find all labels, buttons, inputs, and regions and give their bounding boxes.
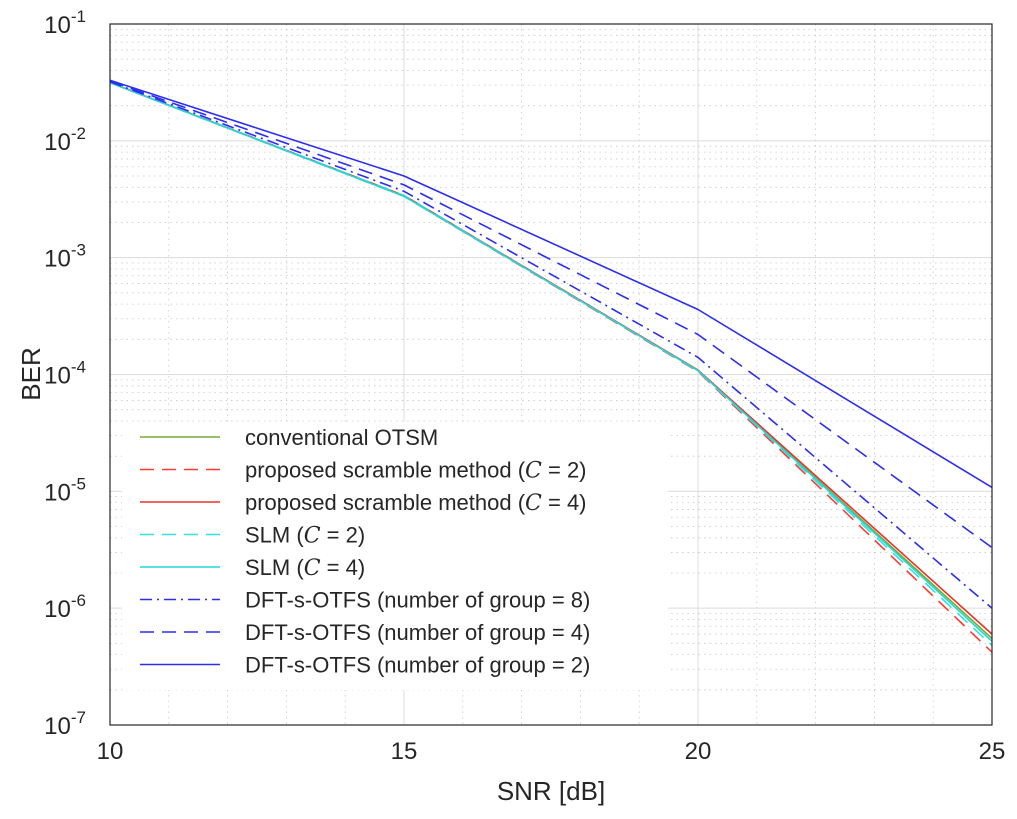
- x-tick-label: 15: [391, 738, 418, 765]
- x-tick-label: 25: [979, 738, 1006, 765]
- series-line: [109, 81, 993, 609]
- legend: conventional OTSM proposed scramble metho…: [122, 422, 668, 690]
- legend-label: DFT-s-OTFS (number of group = 2): [245, 653, 590, 678]
- legend-label: DFT-s-OTFS (number of group = 8): [245, 588, 590, 613]
- x-tick-labels: 10 15 20 25: [97, 738, 1006, 765]
- legend-label: DFT-s-OTFS (number of group = 4): [245, 620, 590, 645]
- x-tick-label: 10: [97, 738, 124, 765]
- legend-label: proposed scramble method (C = 2): [245, 458, 587, 484]
- y-tick-label: 10-3: [44, 241, 86, 273]
- y-tick-label: 10-2: [44, 124, 86, 156]
- x-tick-label: 20: [685, 738, 712, 765]
- legend-label: proposed scramble method (C = 4): [245, 490, 587, 516]
- y-axis-title: BER: [16, 347, 46, 400]
- series-line: [109, 81, 993, 642]
- plot-border: [109, 23, 993, 726]
- series-line: [109, 80, 993, 549]
- y-tick-label: 10-6: [44, 591, 86, 623]
- legend-label: SLM (C = 4): [245, 555, 365, 581]
- y-tick-label: 10-7: [44, 708, 86, 740]
- x-axis-title: SNR [dB]: [497, 776, 605, 806]
- y-tick-label: 10-5: [44, 474, 86, 506]
- series-layer: [109, 79, 993, 653]
- series-line: [109, 79, 993, 489]
- y-tick-label: 10-1: [44, 7, 86, 39]
- legend-label: SLM (C = 2): [245, 523, 365, 549]
- legend-label: conventional OTSM: [245, 425, 438, 450]
- y-tick-label: 10-4: [44, 358, 86, 390]
- y-tick-labels: 10-7 10-6 10-5 10-4 10-3 10-2 10-1: [44, 7, 86, 740]
- legend-box: [122, 422, 668, 690]
